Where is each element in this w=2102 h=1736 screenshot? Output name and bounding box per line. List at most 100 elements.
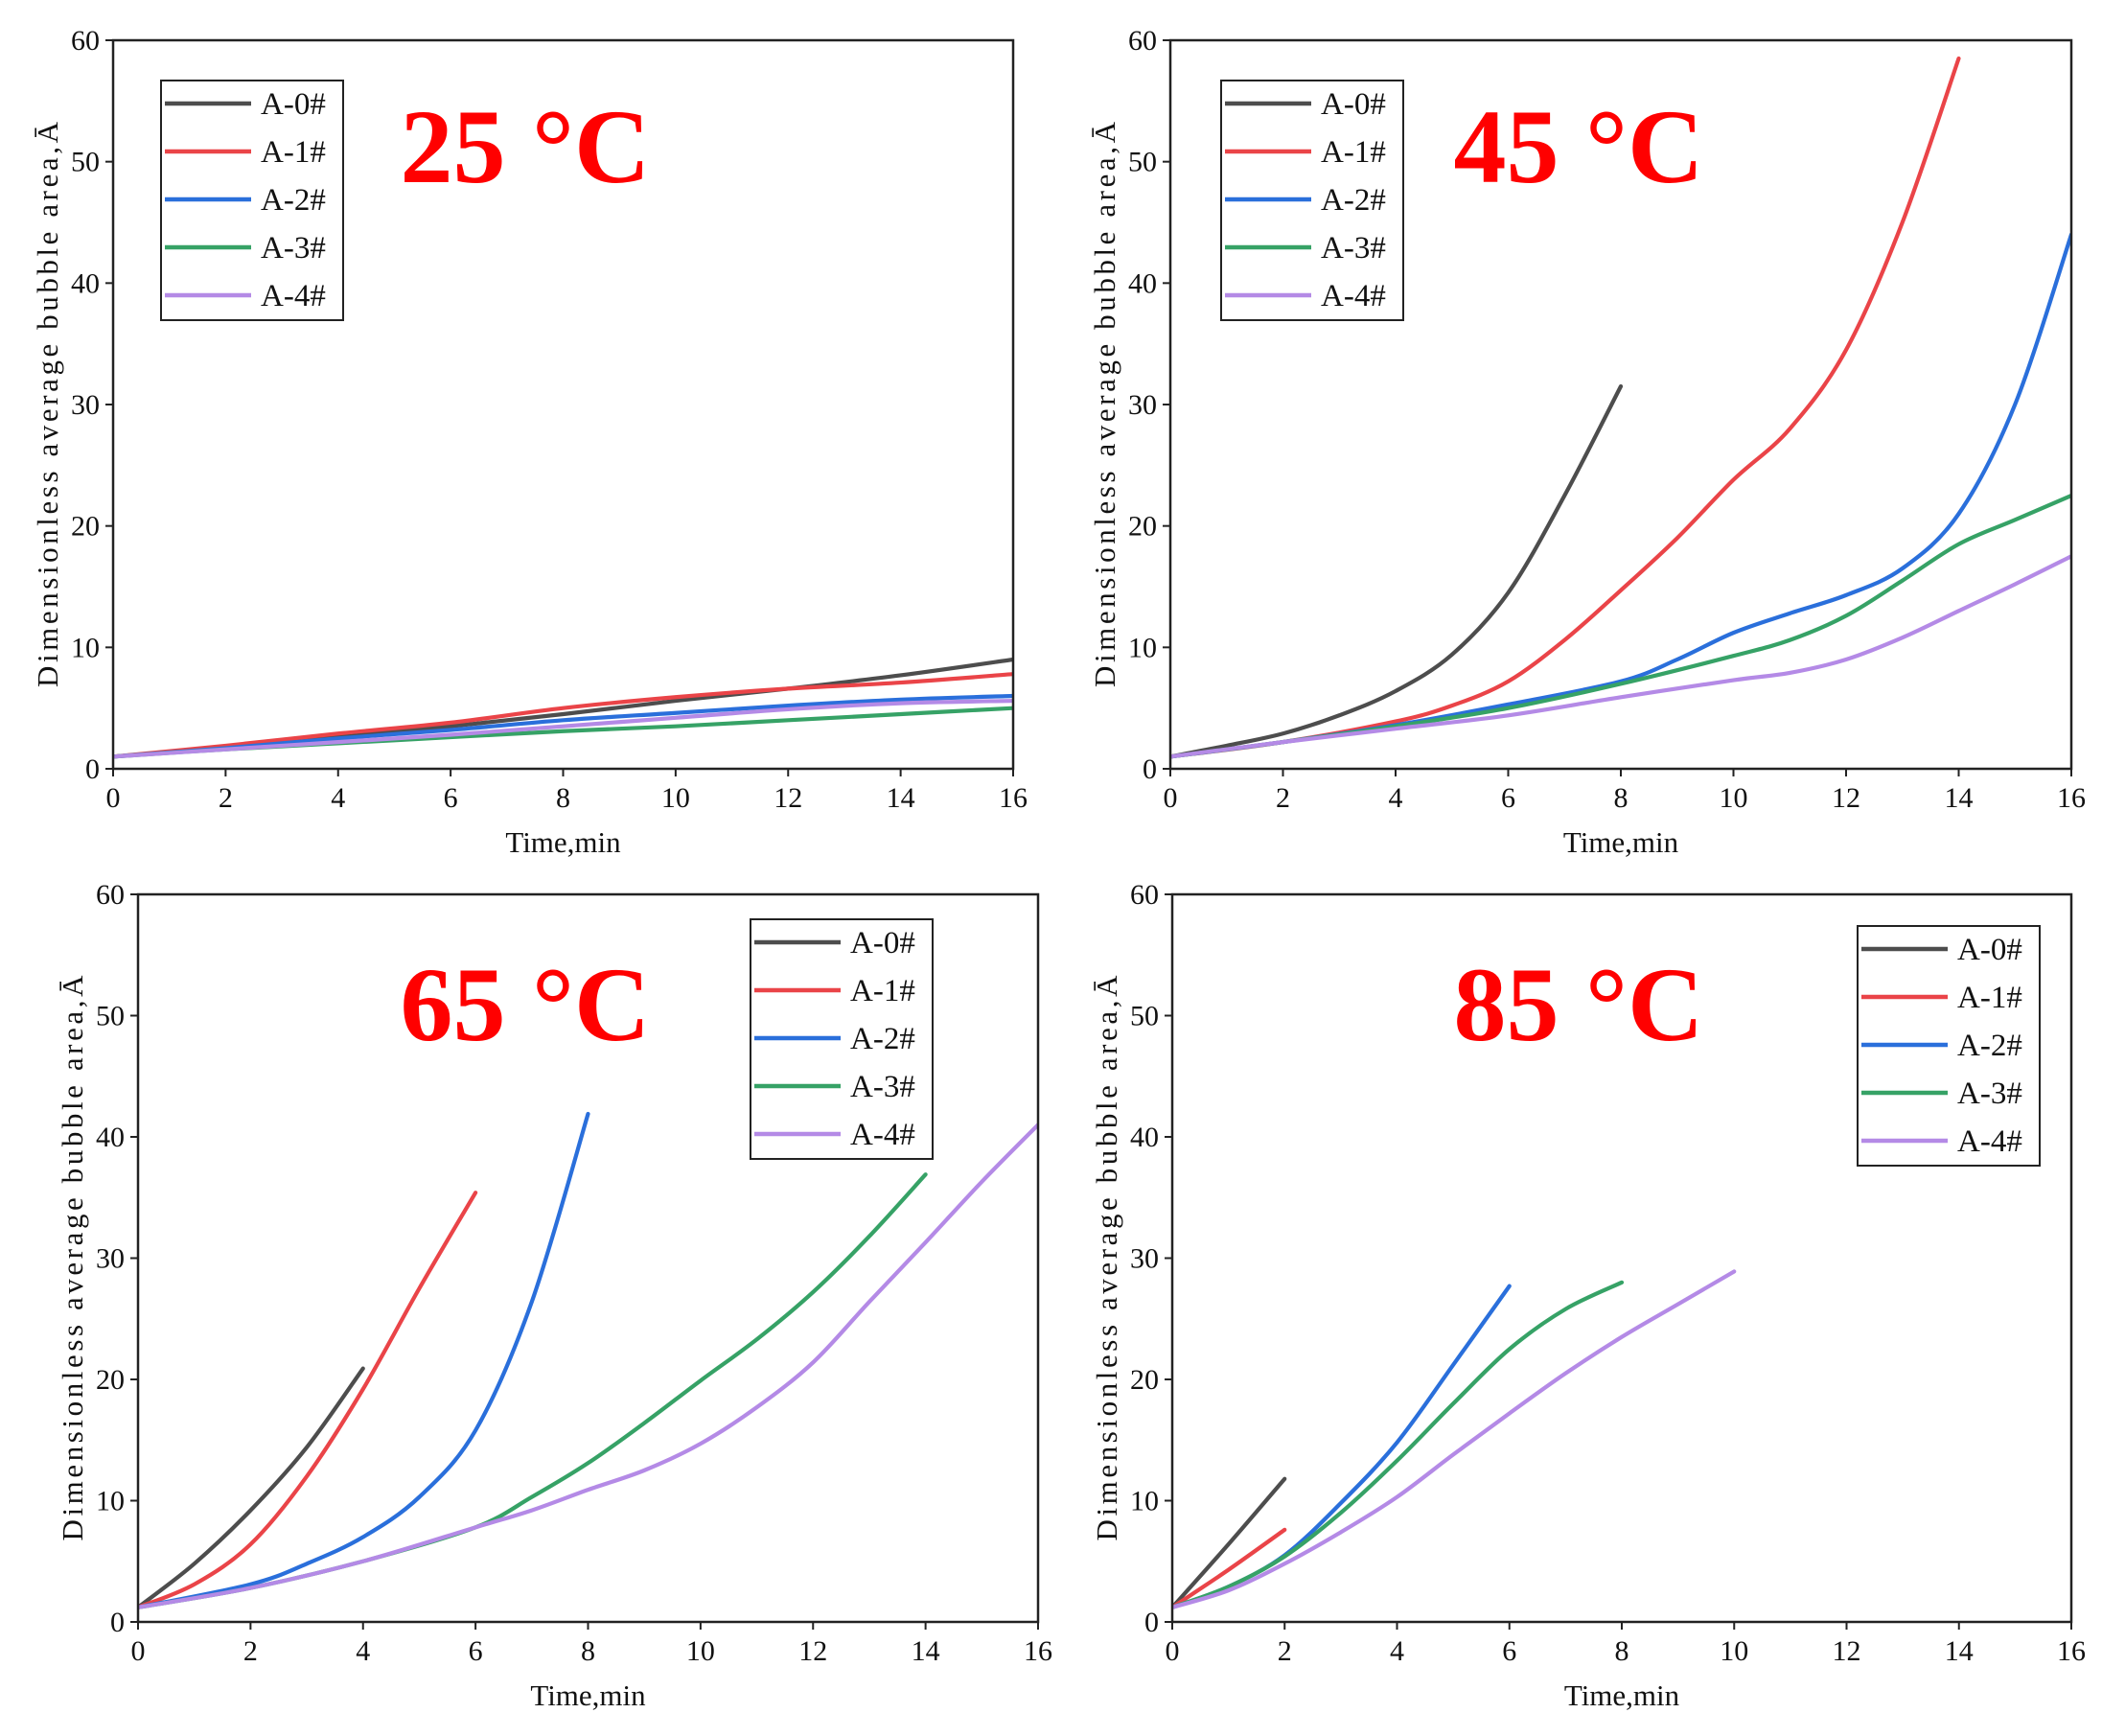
x-tick-label: 14 — [912, 1635, 940, 1667]
x-tick-label: 0 — [106, 782, 121, 814]
x-tick-label: 6 — [1501, 782, 1515, 814]
x-axis-label: Time,min — [530, 1678, 646, 1712]
x-tick-label: 6 — [469, 1635, 483, 1667]
legend-label: A-2# — [1321, 183, 1386, 218]
legend-item: A-4# — [165, 279, 326, 313]
series-line-a-1 — [138, 1191, 478, 1609]
y-tick-label: 10 — [1128, 632, 1157, 663]
legend-label: A-2# — [850, 1022, 915, 1056]
y-tick-label: 40 — [96, 1122, 125, 1153]
y-tick-label: 20 — [1130, 1364, 1159, 1396]
legend-label: A-0# — [1321, 87, 1386, 122]
legend-item: A-2# — [754, 1022, 915, 1056]
x-tick-label: 4 — [331, 782, 345, 814]
x-tick-label: 14 — [887, 782, 915, 814]
x-tick-label: 16 — [2057, 782, 2086, 814]
legend-item: A-2# — [165, 183, 326, 218]
y-tick-label: 50 — [1130, 1001, 1159, 1032]
y-tick-label: 60 — [96, 879, 125, 911]
legend-label: A-2# — [1957, 1029, 2022, 1063]
x-tick-label: 4 — [1390, 1635, 1404, 1667]
legend: A-0# A-1# A-2# A-3# A-4# — [750, 918, 934, 1160]
legend-label: A-4# — [1321, 279, 1386, 313]
legend-item: A-4# — [1225, 279, 1386, 313]
x-tick-label: 14 — [1945, 1635, 1974, 1667]
legend-item: A-0# — [1861, 933, 2022, 967]
y-tick-label: 10 — [1130, 1486, 1159, 1517]
x-tick-label: 4 — [356, 1635, 370, 1667]
y-tick-label: 10 — [71, 632, 100, 663]
x-axis-label: Time,min — [1564, 1678, 1680, 1712]
legend-label: A-0# — [850, 926, 915, 961]
series-line-a-3 — [1172, 1280, 1625, 1609]
x-tick-label: 10 — [1720, 1635, 1748, 1667]
x-tick-label: 16 — [999, 782, 1028, 814]
legend-label: A-0# — [1957, 933, 2022, 967]
x-tick-label: 10 — [1720, 782, 1748, 814]
legend-item: A-0# — [754, 926, 915, 961]
legend-label: A-1# — [261, 135, 326, 170]
series-group — [113, 657, 1013, 759]
series-line-a-4 — [1170, 554, 2071, 759]
x-tick-label: 12 — [1833, 1635, 1861, 1667]
y-tick-label: 40 — [1128, 267, 1157, 299]
y-tick-label: 50 — [96, 1001, 125, 1032]
x-tick-label: 4 — [1389, 782, 1403, 814]
y-tick-label: 40 — [71, 267, 100, 299]
x-tick-label: 0 — [131, 1635, 146, 1667]
legend-item: A-1# — [1225, 135, 1386, 170]
x-tick-label: 12 — [1832, 782, 1860, 814]
legend-item: A-4# — [1861, 1124, 2022, 1159]
series-line-a-4 — [138, 1123, 1038, 1609]
legend-label: A-1# — [1957, 981, 2022, 1015]
legend-item: A-4# — [754, 1118, 915, 1152]
y-tick-label: 30 — [1128, 389, 1157, 421]
y-tick-label: 30 — [71, 389, 100, 421]
x-tick-label: 8 — [1614, 782, 1628, 814]
chart-panel-1: 0 2 4 6 8 10 12 14 16 0 10 20 30 40 50 60 Time,min Dimens… — [31, 25, 1028, 859]
legend-item: A-3# — [165, 231, 326, 266]
series-line-a-4 — [1172, 1269, 1737, 1609]
legend-item: A-1# — [754, 974, 915, 1008]
x-tick-label: 16 — [2057, 1635, 2086, 1667]
legend-label: A-0# — [261, 87, 326, 122]
x-tick-label: 12 — [798, 1635, 827, 1667]
x-axis-label: Time,min — [505, 825, 621, 859]
y-axis-label: Dimensionless average bubble area,Ā — [31, 121, 64, 687]
series-line-a-0 — [1172, 1476, 1287, 1609]
series-group — [1170, 56, 2071, 759]
x-tick-label: 14 — [1945, 782, 1974, 814]
legend-label: A-3# — [1957, 1076, 2022, 1111]
series-line-a-4 — [113, 698, 1013, 759]
x-tick-label: 6 — [1502, 1635, 1516, 1667]
x-tick-label: 16 — [1024, 1635, 1052, 1667]
series-group — [138, 1111, 1038, 1609]
y-tick-label: 40 — [1130, 1122, 1159, 1153]
legend-item: A-1# — [1861, 981, 2022, 1015]
y-tick-label: 50 — [71, 147, 100, 178]
legend-label: A-3# — [850, 1070, 915, 1104]
y-tick-label: 30 — [1130, 1243, 1159, 1275]
panel-title: 45 °C — [1454, 88, 1704, 205]
legend-item: A-1# — [165, 135, 326, 170]
y-tick-label: 10 — [96, 1486, 125, 1517]
legend-item: A-3# — [754, 1070, 915, 1104]
x-tick-label: 8 — [556, 782, 570, 814]
x-tick-label: 2 — [243, 1635, 258, 1667]
series-line-a-2 — [138, 1111, 590, 1609]
y-tick-label: 60 — [1130, 879, 1159, 911]
y-tick-label: 30 — [96, 1243, 125, 1275]
panel-title: 25 °C — [401, 88, 651, 205]
series-line-a-1 — [1172, 1527, 1287, 1609]
y-tick-label: 20 — [71, 511, 100, 543]
legend-label: A-4# — [850, 1118, 915, 1152]
chart-panel-3: 0 2 4 6 8 10 12 14 16 0 10 20 30 40 50 60 Time,min Dimens… — [56, 879, 1052, 1712]
series-line-a-0 — [138, 1366, 365, 1609]
x-tick-label: 0 — [1164, 782, 1178, 814]
x-axis-label: Time,min — [1563, 825, 1679, 859]
x-tick-label: 8 — [1615, 1635, 1629, 1667]
y-tick-label: 0 — [85, 753, 100, 785]
x-tick-label: 0 — [1166, 1635, 1180, 1667]
